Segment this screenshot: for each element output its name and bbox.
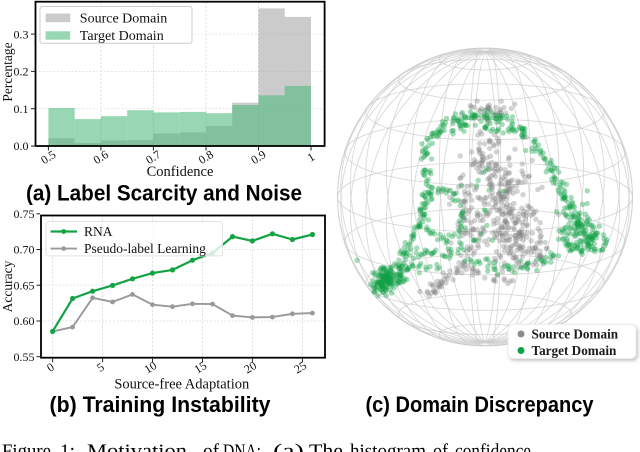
svg-text:0.70: 0.70 (14, 243, 35, 257)
svg-text:(b) Training Instability: (b) Training Instability (50, 392, 271, 417)
svg-text:(a) Label Scarcity and Noise: (a) Label Scarcity and Noise (26, 181, 302, 206)
svg-text:25: 25 (291, 358, 309, 376)
svg-text:Target Domain: Target Domain (80, 29, 164, 44)
svg-text:0.9: 0.9 (248, 147, 268, 167)
svg-text:0.1: 0.1 (14, 102, 29, 116)
svg-text:0.7: 0.7 (143, 147, 163, 167)
svg-text:Source Domain: Source Domain (532, 327, 619, 342)
svg-text:0.0: 0.0 (14, 139, 29, 153)
svg-text:Confidence: Confidence (147, 164, 214, 180)
svg-text:Accuracy: Accuracy (0, 260, 15, 312)
svg-text:5: 5 (94, 360, 107, 375)
svg-text:Target Domain: Target Domain (532, 343, 618, 358)
svg-text:0.8: 0.8 (196, 147, 216, 167)
svg-text:Figure1:MotivationofDNA:(a)The: Figure1:MotivationofDNA:(a)Thehistogramo… (2, 442, 531, 452)
svg-text:0.5: 0.5 (38, 147, 58, 167)
svg-text:15: 15 (192, 358, 210, 376)
svg-text:1: 1 (305, 150, 318, 165)
svg-text:Percentage: Percentage (0, 42, 15, 101)
svg-text:0: 0 (44, 360, 57, 375)
svg-text:Source-free Adaptation: Source-free Adaptation (114, 377, 250, 393)
svg-text:0.60: 0.60 (14, 314, 35, 328)
svg-text:Source Domain: Source Domain (80, 12, 167, 27)
svg-text:0.55: 0.55 (14, 350, 35, 364)
svg-text:10: 10 (142, 358, 160, 376)
svg-text:0.2: 0.2 (14, 65, 29, 79)
svg-text:RNA: RNA (84, 224, 113, 239)
svg-text:0.6: 0.6 (91, 147, 111, 167)
svg-text:(c) Domain Discrepancy: (c) Domain Discrepancy (366, 392, 594, 417)
svg-text:20: 20 (241, 358, 259, 376)
svg-text:Pseudo-label Learning: Pseudo-label Learning (84, 241, 206, 256)
svg-text:0.75: 0.75 (14, 207, 35, 221)
svg-text:0.65: 0.65 (14, 278, 35, 292)
svg-text:0.3: 0.3 (14, 27, 29, 41)
